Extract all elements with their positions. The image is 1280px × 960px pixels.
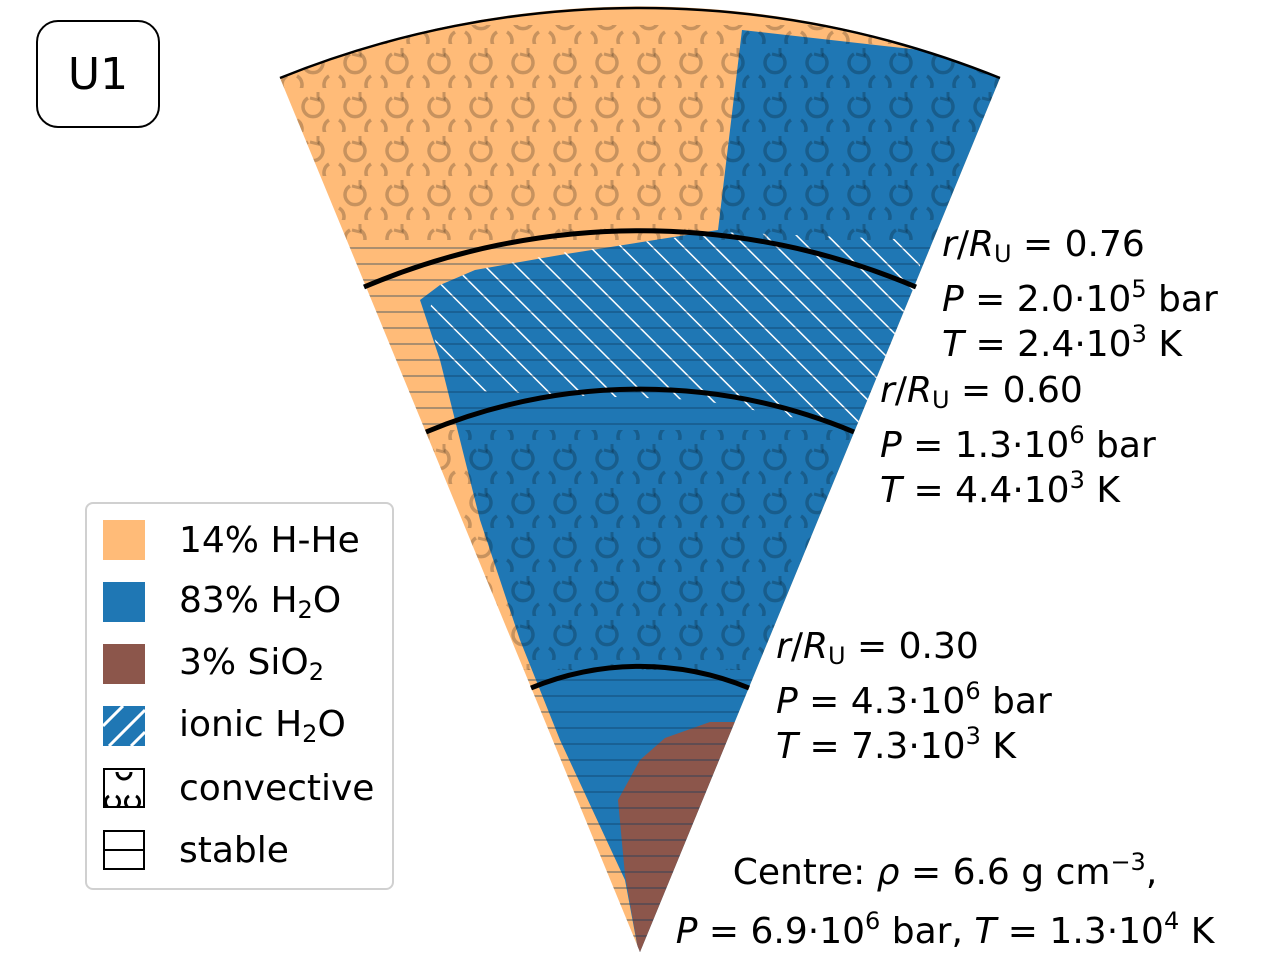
temperature-mantissa-030: 7.3	[851, 726, 909, 767]
model-tag-text: U1	[67, 48, 129, 100]
boundary-label-030: r/RU = 0.30 P = 4.3·106 bar T = 7.3·103 …	[776, 626, 1052, 767]
centre-pressure: 6.9	[750, 911, 808, 952]
boundary-label-060: r/RU = 0.60 P = 1.3·106 bar T = 4.4·103 …	[880, 370, 1156, 511]
legend-swatch-h2o	[103, 582, 145, 622]
legend-item-sio2: 3% SiO2	[103, 641, 324, 687]
model-tag: U1	[36, 20, 160, 128]
r-value-030: 0.30	[898, 626, 979, 667]
pressure-mantissa-076: 2.0	[1016, 279, 1075, 320]
boundary-arc-060	[425, 386, 855, 435]
convective-outer-pattern	[280, 25, 1000, 240]
temperature-mantissa-076: 2.4	[1017, 324, 1075, 365]
pressure-mantissa-030: 4.3	[850, 681, 909, 722]
centre-temperature: 1.3	[1049, 911, 1107, 952]
legend-swatch-hhe	[103, 520, 145, 560]
legend-label-h2o: 83% H2O	[179, 580, 342, 624]
legend-label-sio2: 3% SiO2	[179, 642, 325, 686]
legend: 14% H-He 83% H2O 3% SiO2 ionic H2O conve…	[85, 502, 394, 890]
outer-edge-arc	[279, 6, 1001, 80]
legend-item-ionic: ionic H2O	[103, 703, 346, 749]
r-value-060: 0.60	[1002, 370, 1083, 411]
centre-density: 6.6 g cm	[952, 852, 1111, 893]
legend-label-stable: stable	[179, 829, 289, 871]
boundary-label-076: r/RU = 0.76 P = 2.0·105 bar T = 2.4·103 …	[942, 224, 1218, 365]
pressure-mantissa-060: 1.3	[954, 425, 1013, 466]
legend-item-stable: stable	[103, 827, 289, 873]
r-value-076: 0.76	[1064, 224, 1145, 265]
convective-swirl-icon	[103, 768, 145, 808]
legend-swatch-ionic-hatch	[103, 706, 145, 746]
stable-lines-icon	[103, 830, 145, 870]
boundary-arc-030	[530, 663, 750, 691]
boundary-arc-076	[363, 228, 917, 290]
legend-item-convective: convective	[103, 765, 374, 811]
legend-label-ionic: ionic H2O	[179, 704, 346, 748]
centre-conditions: Centre: ρ = 6.6 g cm−3, P = 6.9·106 bar,…	[675, 848, 1215, 952]
legend-label-convective: convective	[179, 767, 375, 809]
legend-item-hhe: 14% H-He	[103, 517, 360, 563]
temperature-mantissa-060: 4.4	[955, 470, 1013, 511]
legend-label-hhe: 14% H-He	[179, 519, 360, 561]
legend-swatch-sio2	[103, 644, 145, 684]
legend-item-h2o: 83% H2O	[103, 579, 341, 625]
